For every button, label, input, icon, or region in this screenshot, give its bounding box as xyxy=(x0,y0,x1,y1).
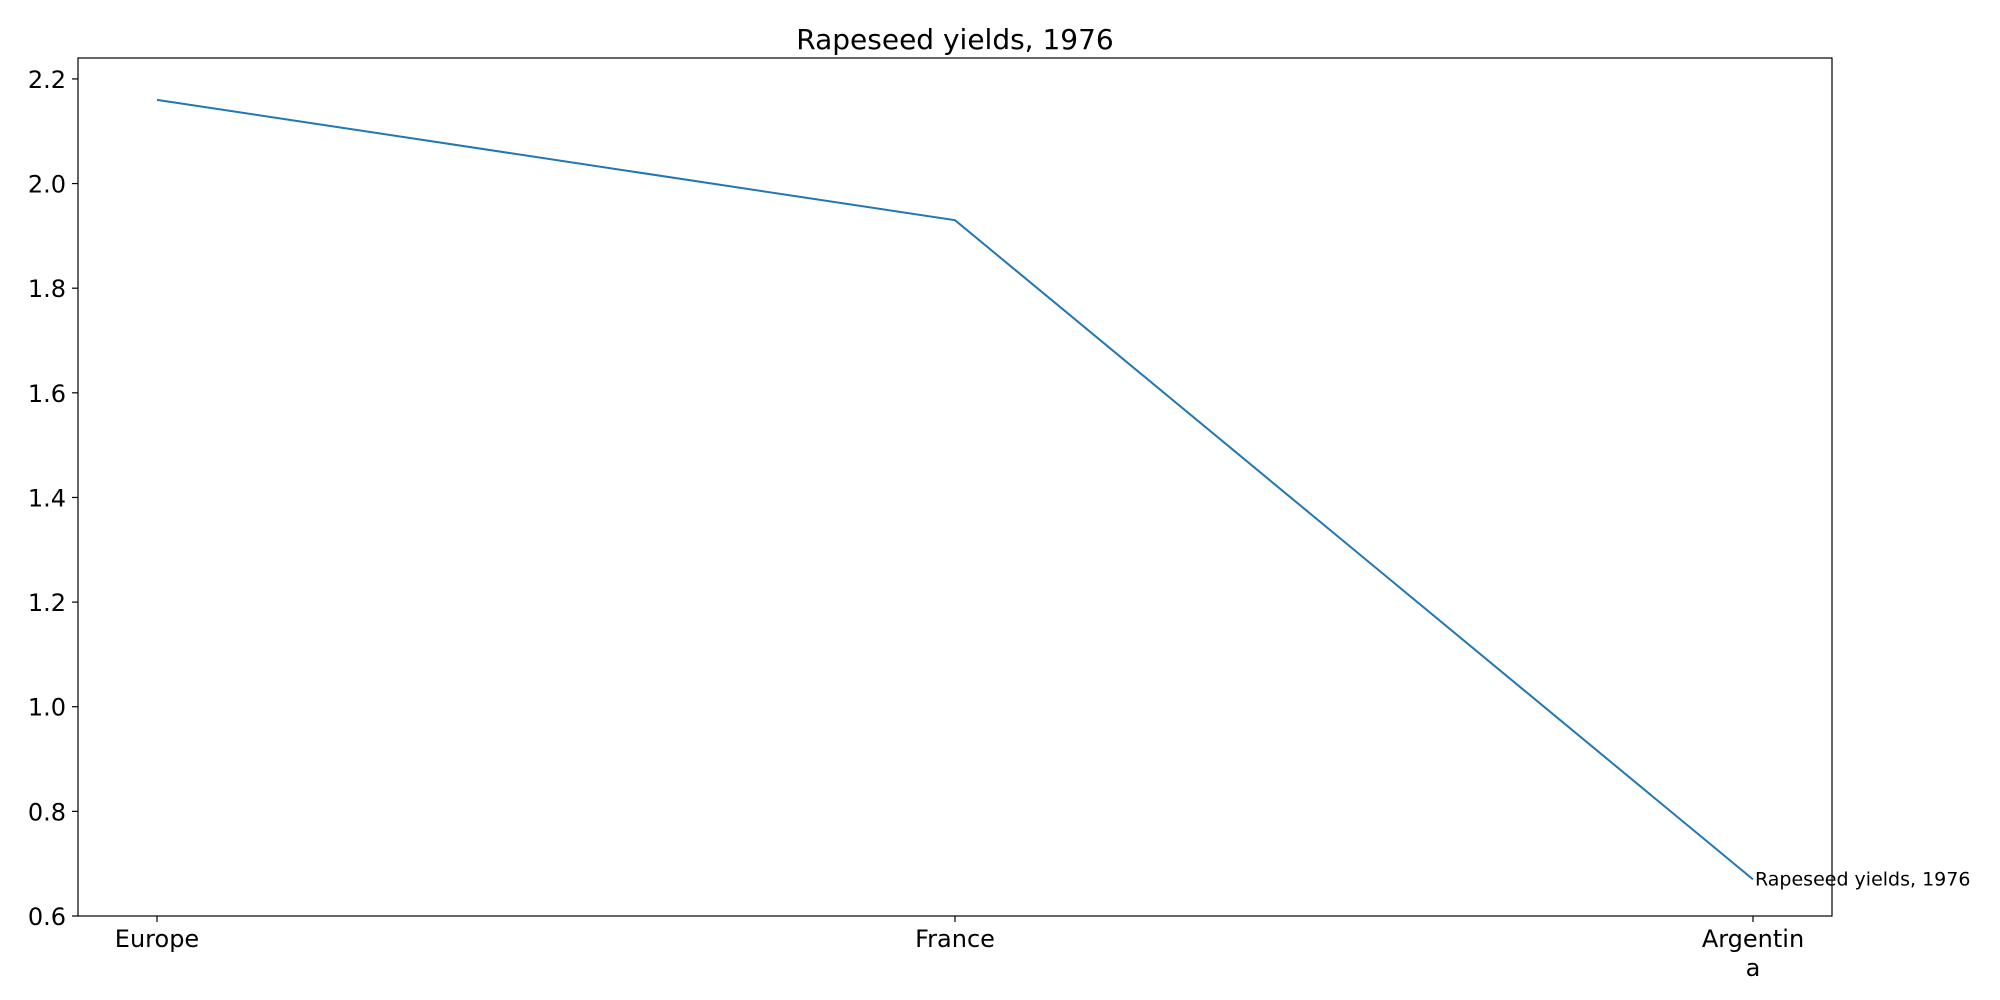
y-tick-label: 1.0 xyxy=(28,694,66,722)
y-tick-label: 1.6 xyxy=(28,380,66,408)
chart-title: Rapeseed yields, 1976 xyxy=(796,23,1114,56)
y-tick-label: 1.4 xyxy=(28,484,66,512)
y-axis: 0.6 0.8 1.0 1.2 1.4 1.6 1.8 2.0 2.2 xyxy=(28,66,78,931)
y-tick-label: 0.8 xyxy=(28,798,66,826)
y-tick-label: 0.6 xyxy=(28,903,66,931)
x-tick-label: Argentin xyxy=(1702,925,1804,953)
series-line xyxy=(157,100,1753,880)
series-end-label: Rapeseed yields, 1976 xyxy=(1755,868,1970,890)
plot-frame xyxy=(78,58,1832,916)
x-tick-label: a xyxy=(1746,954,1761,982)
x-tick-label: Europe xyxy=(115,925,199,953)
y-tick-label: 1.8 xyxy=(28,275,66,303)
y-tick-label: 2.2 xyxy=(28,66,66,94)
y-tick-label: 1.2 xyxy=(28,589,66,617)
x-tick-label: France xyxy=(915,925,995,953)
y-tick-label: 2.0 xyxy=(28,171,66,199)
